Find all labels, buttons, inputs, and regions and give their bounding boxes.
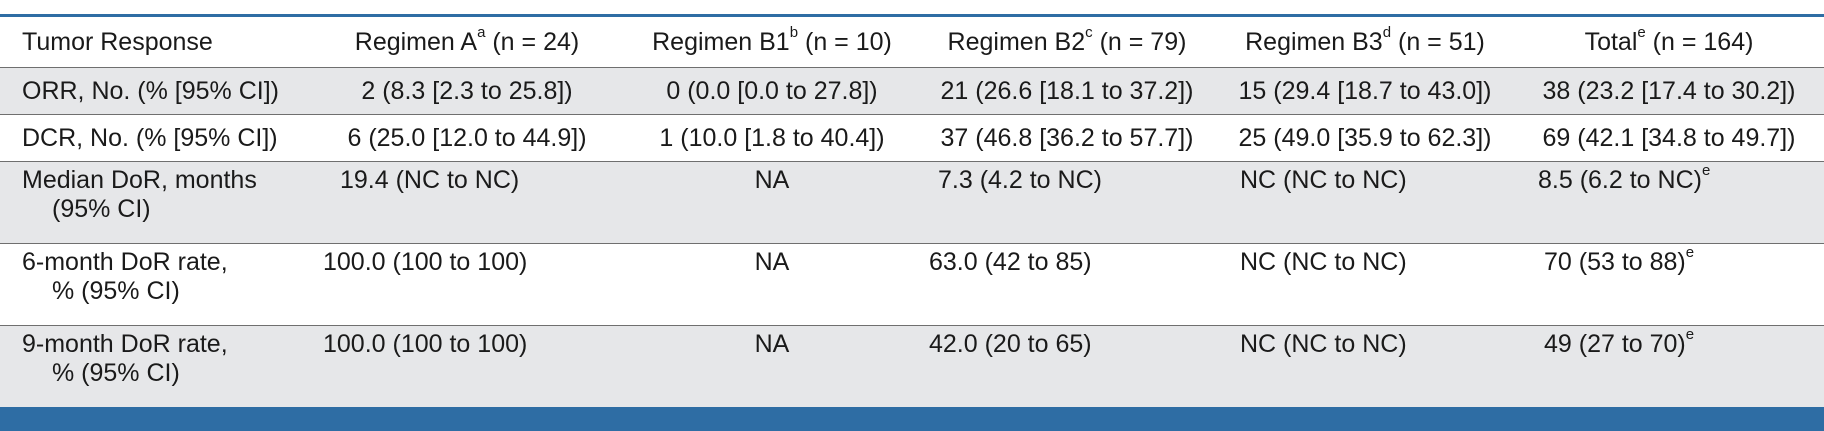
cell-total-footnote: e bbox=[1701, 162, 1711, 179]
header-regimen-a-footnote: a bbox=[477, 23, 486, 41]
cell-total-value: 8.5 (6.2 to NC) bbox=[1538, 166, 1702, 194]
cell-regimen-b2: 63.0 (42 to 85) bbox=[918, 243, 1216, 326]
cell-regimen-b3: NC (NC to NC) bbox=[1216, 325, 1514, 407]
cell-total: 8.5 (6.2 to NC)e bbox=[1514, 161, 1824, 244]
cell-total: 69 (42.1 [34.8 to 49.7]) bbox=[1514, 114, 1824, 162]
header-regimen-b2-label: Regimen B2 bbox=[947, 27, 1086, 56]
header-regimen-b1-n: (n = 10) bbox=[798, 27, 892, 56]
table-row-orr: ORR, No. (% [95% CI]) 2 (8.3 [2.3 to 25.… bbox=[0, 67, 1824, 115]
cell-total-footnote: e bbox=[1685, 326, 1695, 343]
cell-regimen-b2: 37 (46.8 [36.2 to 57.7]) bbox=[918, 114, 1216, 162]
cell-regimen-a: 19.4 (NC to NC) bbox=[308, 161, 626, 244]
cell-regimen-b3: NC (NC to NC) bbox=[1216, 161, 1514, 244]
header-regimen-b1-label: Regimen B1 bbox=[652, 27, 790, 56]
header-regimen-b2: Regimen B2c (n = 79) bbox=[918, 17, 1216, 68]
table-row-9-month-dor-rate: 9-month DoR rate, % (95% CI) 100.0 (100 … bbox=[0, 325, 1824, 407]
table-bottom-bar bbox=[0, 407, 1824, 431]
cell-regimen-a: 100.0 (100 to 100) bbox=[308, 243, 626, 326]
header-regimen-b1-footnote: b bbox=[789, 23, 799, 41]
tumor-response-table-container: Tumor Response Regimen Aa (n = 24) Regim… bbox=[0, 14, 1824, 431]
table-top-rule bbox=[0, 14, 1824, 17]
table-header-row: Tumor Response Regimen Aa (n = 24) Regim… bbox=[0, 17, 1824, 68]
cell-total: 70 (53 to 88)e bbox=[1514, 243, 1824, 326]
cell-regimen-a: 100.0 (100 to 100) bbox=[308, 325, 626, 407]
cell-regimen-b1: NA bbox=[626, 243, 918, 326]
cell-regimen-b3: NC (NC to NC) bbox=[1216, 243, 1514, 326]
table-row-dcr: DCR, No. (% [95% CI]) 6 (25.0 [12.0 to 4… bbox=[0, 114, 1824, 162]
row-label-line2: % (95% CI) bbox=[52, 277, 180, 305]
cell-regimen-b1: NA bbox=[626, 161, 918, 244]
row-label: ORR, No. (% [95% CI]) bbox=[0, 67, 308, 115]
cell-regimen-b2: 21 (26.6 [18.1 to 37.2]) bbox=[918, 67, 1216, 115]
cell-regimen-b1: 0 (0.0 [0.0 to 27.8]) bbox=[626, 67, 918, 115]
row-label: DCR, No. (% [95% CI]) bbox=[0, 114, 308, 162]
cell-regimen-b3: 25 (49.0 [35.9 to 62.3]) bbox=[1216, 114, 1514, 162]
table-row-median-dor: Median DoR, months (95% CI) 19.4 (NC to … bbox=[0, 161, 1824, 244]
cell-regimen-b2: 42.0 (20 to 65) bbox=[918, 325, 1216, 407]
header-regimen-a-n: (n = 24) bbox=[485, 27, 580, 56]
row-label-line1: 9-month DoR rate, bbox=[22, 330, 228, 358]
header-regimen-b3-footnote: d bbox=[1382, 23, 1392, 41]
header-regimen-a: Regimen Aa (n = 24) bbox=[308, 17, 626, 68]
cell-total: 49 (27 to 70)e bbox=[1514, 325, 1824, 407]
cell-total-footnote: e bbox=[1685, 244, 1695, 261]
header-regimen-b3-n: (n = 51) bbox=[1391, 27, 1485, 56]
header-regimen-b2-n: (n = 79) bbox=[1092, 27, 1187, 56]
row-label: 9-month DoR rate, % (95% CI) bbox=[0, 325, 308, 407]
cell-regimen-b3: 15 (29.4 [18.7 to 43.0]) bbox=[1216, 67, 1514, 115]
cell-total-value: 49 (27 to 70) bbox=[1544, 330, 1686, 358]
cell-regimen-a: 2 (8.3 [2.3 to 25.8]) bbox=[308, 67, 626, 115]
header-regimen-b1: Regimen B1b (n = 10) bbox=[626, 17, 918, 68]
header-regimen-b3: Regimen B3d (n = 51) bbox=[1216, 17, 1514, 68]
header-total-footnote: e bbox=[1637, 23, 1646, 41]
cell-regimen-b1: NA bbox=[626, 325, 918, 407]
cell-regimen-b2: 7.3 (4.2 to NC) bbox=[918, 161, 1216, 244]
header-tumor-response: Tumor Response bbox=[22, 27, 213, 56]
header-regimen-b3-label: Regimen B3 bbox=[1245, 27, 1383, 56]
header-total-label: Total bbox=[1584, 27, 1638, 56]
header-regimen-b2-footnote: c bbox=[1085, 23, 1093, 41]
cell-regimen-b1: 1 (10.0 [1.8 to 40.4]) bbox=[626, 114, 918, 162]
cell-total: 38 (23.2 [17.4 to 30.2]) bbox=[1514, 67, 1824, 115]
row-label: 6-month DoR rate, % (95% CI) bbox=[0, 243, 308, 326]
row-label-line1: Median DoR, months bbox=[22, 166, 257, 194]
row-label-line2: % (95% CI) bbox=[52, 359, 180, 387]
row-label-line1: 6-month DoR rate, bbox=[22, 248, 228, 276]
cell-total-value: 69 (42.1 [34.8 to 49.7]) bbox=[1542, 123, 1796, 152]
tumor-response-table: Tumor Response Regimen Aa (n = 24) Regim… bbox=[0, 17, 1824, 407]
cell-total-value: 38 (23.2 [17.4 to 30.2]) bbox=[1542, 76, 1796, 105]
cell-total-value: 70 (53 to 88) bbox=[1544, 248, 1686, 276]
row-label-line2: (95% CI) bbox=[52, 195, 151, 223]
table-row-6-month-dor-rate: 6-month DoR rate, % (95% CI) 100.0 (100 … bbox=[0, 243, 1824, 326]
header-regimen-a-label: Regimen A bbox=[354, 27, 478, 56]
row-label: Median DoR, months (95% CI) bbox=[0, 161, 308, 244]
header-total-n: (n = 164) bbox=[1645, 27, 1754, 56]
header-total: Totale (n = 164) bbox=[1514, 17, 1824, 68]
cell-regimen-a: 6 (25.0 [12.0 to 44.9]) bbox=[308, 114, 626, 162]
